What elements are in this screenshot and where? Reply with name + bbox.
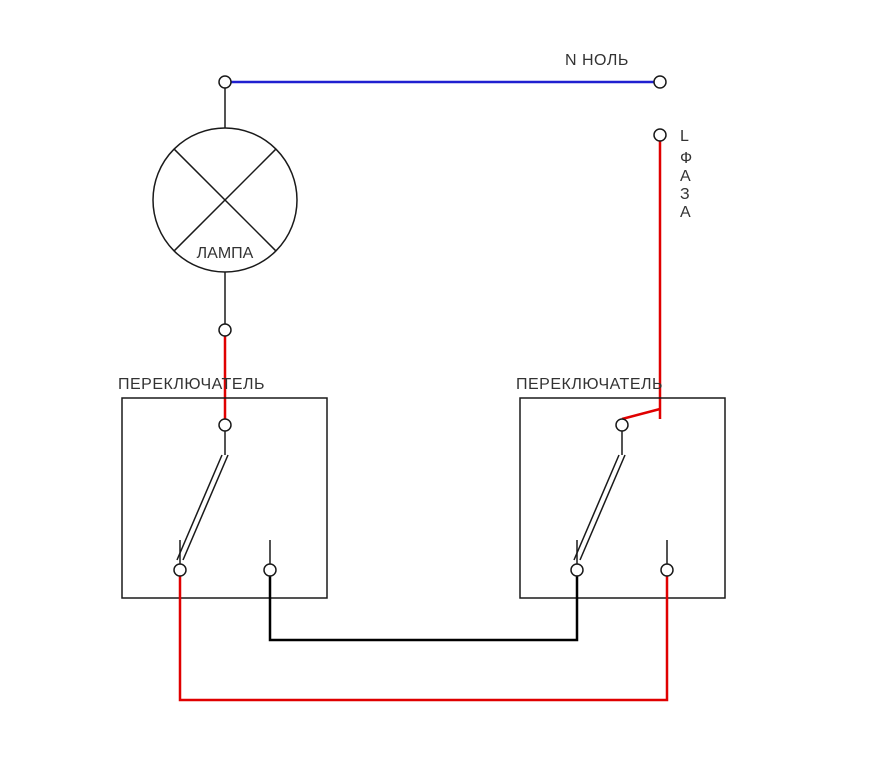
phase-letter-label: L bbox=[680, 128, 689, 146]
neutral-label: N НОЛЬ bbox=[565, 52, 629, 70]
switch1-label: ПЕРЕКЛЮЧАТЕЛЬ bbox=[118, 376, 265, 394]
switch2-label: ПЕРЕКЛЮЧАТЕЛЬ bbox=[516, 376, 663, 394]
phase-word-label: ФАЗА bbox=[680, 150, 693, 222]
svg-text:ЛАМПА: ЛАМПА bbox=[197, 245, 254, 262]
